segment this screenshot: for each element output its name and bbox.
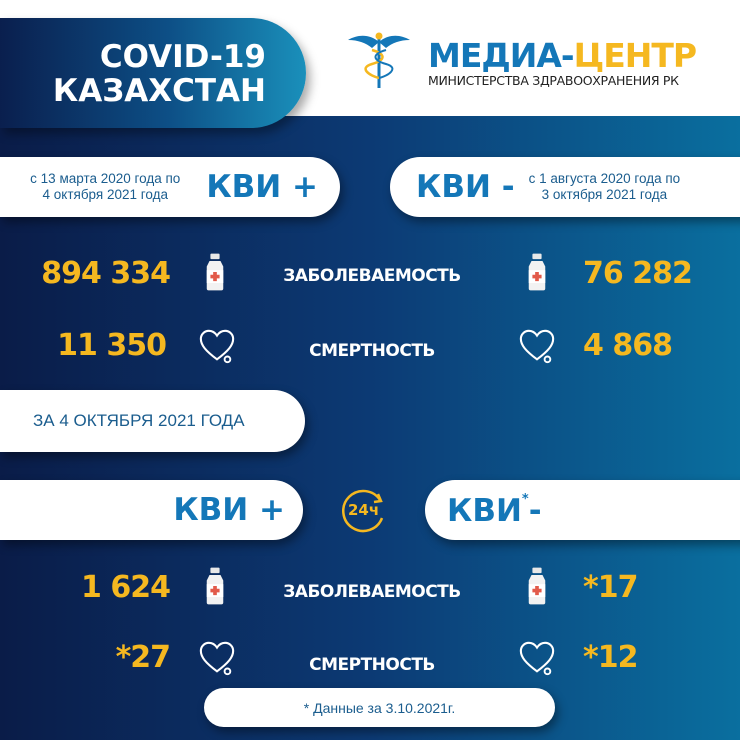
title-line1: COVID-19: [99, 39, 266, 75]
daily-negative-pill: КВИ*-: [425, 480, 740, 540]
footnote-pill: * Данные за 3.10.2021г.: [204, 688, 555, 727]
daily-cases-label: ЗАБОЛЕВАЕМОСТЬ: [283, 582, 461, 602]
cases-label: ЗАБОЛЕВАЕМОСТЬ: [283, 266, 461, 286]
title-line2: КАЗАХСТАН: [52, 73, 266, 109]
daily-kvi-positive-label: КВИ +: [173, 492, 285, 528]
medicine-bottle-icon: [526, 566, 548, 606]
medicine-bottle-icon: [526, 252, 548, 292]
medicine-bottle-icon: [204, 566, 226, 606]
deaths-label: СМЕРТНОСТЬ: [309, 341, 435, 361]
caduceus-icon: [348, 32, 410, 88]
title-banner: COVID-19 КАЗАХСТАН: [0, 18, 306, 128]
logo-subtitle: МИНИСТЕРСТВА ЗДРАВООХРАНЕНИЯ РК: [428, 73, 679, 88]
daily-negative-deaths: *12: [583, 640, 638, 675]
daily-title-pill: ЗА 4 ОКТЯБРЯ 2021 ГОДА: [0, 390, 305, 452]
kvi-positive-label: КВИ +: [206, 169, 318, 205]
footnote: * Данные за 3.10.2021г.: [303, 699, 456, 716]
heart-icon: [518, 328, 556, 366]
cumulative-positive-cases: 894 334: [41, 256, 171, 291]
medicine-bottle-icon: [204, 252, 226, 292]
daily-deaths-label: СМЕРТНОСТЬ: [309, 655, 435, 675]
period-positive: с 13 марта 2020 года по 4 октября 2021 го…: [30, 171, 181, 202]
daily-negative-cases: *17: [583, 570, 638, 605]
daily-positive-pill: КВИ +: [0, 480, 303, 540]
cumulative-negative-pill: КВИ - с 1 августа 2020 года по 3 октября …: [390, 157, 740, 217]
daily-kvi-negative-label: КВИ*-: [447, 491, 542, 529]
daily-positive-cases: 1 624: [81, 570, 171, 605]
kvi-negative-label: КВИ -: [416, 169, 515, 205]
period-negative: с 1 августа 2020 года по 3 октября 2021 г…: [528, 171, 681, 202]
heart-icon: [198, 328, 236, 366]
heart-icon: [198, 640, 236, 678]
daily-title: ЗА 4 ОКТЯБРЯ 2021 ГОДА: [33, 411, 245, 430]
logo-name: МЕДИА-ЦЕНТР: [428, 36, 697, 75]
heart-icon: [518, 640, 556, 678]
cumulative-positive-pill: с 13 марта 2020 года по 4 октября 2021 го…: [0, 157, 340, 217]
cumulative-negative-deaths: 4 868: [583, 328, 673, 363]
cumulative-negative-cases: 76 282: [583, 256, 693, 291]
24h-icon: 24ч: [340, 488, 388, 534]
daily-positive-deaths: *27: [115, 640, 171, 675]
cumulative-positive-deaths: 11 350: [57, 328, 167, 363]
